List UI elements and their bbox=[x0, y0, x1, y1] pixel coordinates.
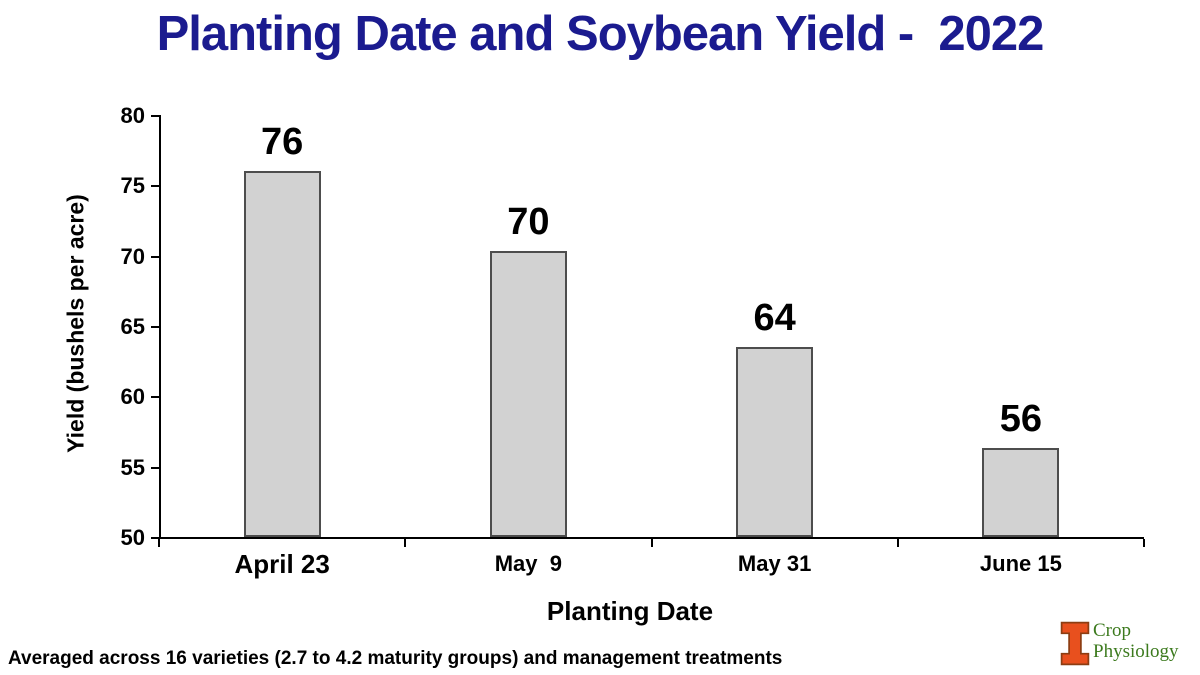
illinois-block-i-icon bbox=[1060, 621, 1090, 666]
x-axis-tick bbox=[404, 539, 407, 547]
bar-may-31 bbox=[736, 347, 814, 537]
x-category-label: May 9 bbox=[494, 551, 562, 576]
y-tick-label: 55 bbox=[120, 454, 145, 480]
bar-april-23 bbox=[243, 171, 321, 537]
y-tick-label: 65 bbox=[120, 314, 145, 339]
bar-june-15 bbox=[982, 448, 1060, 537]
x-axis-line bbox=[159, 537, 1144, 539]
x-axis-tick bbox=[896, 539, 899, 547]
bar-value-label: 76 bbox=[260, 121, 304, 164]
y-axis-line bbox=[159, 115, 161, 539]
x-axis-tick bbox=[650, 539, 653, 547]
x-category-label: June 15 bbox=[979, 551, 1062, 576]
y-axis-tick bbox=[151, 537, 159, 539]
logo-text: Crop Physiology bbox=[1093, 620, 1179, 662]
bar-value-label: 64 bbox=[753, 297, 796, 340]
y-tick-label: 80 bbox=[120, 103, 145, 128]
chart-title: Planting Date and Soybean Yield - 2022 bbox=[156, 7, 1045, 61]
logo-text-line1: Crop bbox=[1093, 620, 1131, 641]
crop-physiology-logo: Crop Physiology bbox=[1060, 620, 1179, 666]
bar-value-label: 70 bbox=[507, 201, 550, 244]
block-i-shape bbox=[1060, 621, 1090, 666]
y-tick-label: 70 bbox=[120, 243, 145, 269]
x-axis-tick bbox=[1143, 539, 1145, 547]
y-tick-label: 75 bbox=[120, 173, 145, 199]
y-axis-tick bbox=[151, 255, 159, 258]
y-axis-tick bbox=[151, 466, 159, 469]
x-axis-title: Planting Date bbox=[546, 596, 714, 626]
x-axis-tick bbox=[158, 539, 160, 547]
y-tick-label: 60 bbox=[120, 384, 145, 410]
y-tick-label: 50 bbox=[120, 525, 145, 550]
bar-value-label: 56 bbox=[999, 398, 1043, 441]
x-category-label: April 23 bbox=[234, 549, 330, 579]
y-axis-tick bbox=[151, 326, 159, 328]
bar-may-9 bbox=[489, 251, 567, 537]
y-axis-tick bbox=[151, 115, 159, 117]
footnote: Averaged across 16 varieties (2.7 to 4.2… bbox=[8, 648, 783, 669]
x-category-label: May 31 bbox=[737, 551, 812, 576]
logo-text-line2: Physiology bbox=[1093, 641, 1179, 662]
y-axis-tick bbox=[151, 396, 159, 399]
y-axis-title: Yield (bushels per acre) bbox=[62, 194, 89, 453]
y-axis-tick bbox=[151, 185, 159, 188]
